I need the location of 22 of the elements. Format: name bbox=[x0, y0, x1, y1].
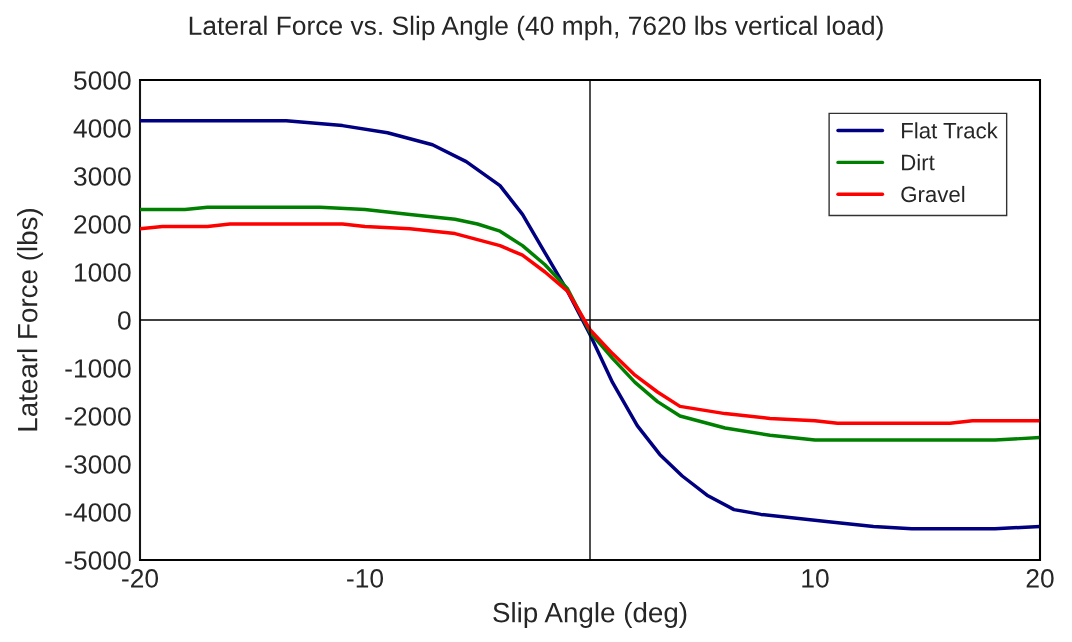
y-tick-label: -2000 bbox=[65, 407, 131, 426]
x-axis-title: Slip Angle (deg) bbox=[493, 602, 687, 628]
legend-label: Flat Track bbox=[902, 122, 998, 139]
x-tick-label: 10 bbox=[802, 569, 829, 588]
x-tick-label: -20 bbox=[122, 569, 159, 588]
y-tick-label: -1000 bbox=[65, 359, 131, 378]
y-tick-label: 1000 bbox=[74, 263, 131, 282]
y-tick-label: 3000 bbox=[73, 167, 131, 186]
y-tick-label: -3000 bbox=[65, 455, 131, 474]
legend-label: Dirt bbox=[902, 154, 935, 171]
line-series bbox=[140, 119, 1040, 531]
y-tick-label: -5000 bbox=[65, 551, 131, 570]
y-tick-label: 0 bbox=[118, 311, 131, 330]
legend-label: Gravel bbox=[901, 185, 965, 203]
chart-title: Lateral Force vs. Slip Angle (40 mph, 7620 lbs vertical load) bbox=[189, 15, 883, 41]
y-tick-label: -4000 bbox=[65, 503, 131, 522]
y-tick-label: 5000 bbox=[74, 71, 131, 90]
x-tick-label: -10 bbox=[347, 569, 384, 588]
y-tick-label: 4000 bbox=[73, 119, 131, 138]
y-axis-title: Latearl Force (lbs) bbox=[17, 209, 43, 431]
y-tick-label: 2000 bbox=[74, 215, 131, 234]
x-tick-label: 20 bbox=[1026, 569, 1054, 588]
